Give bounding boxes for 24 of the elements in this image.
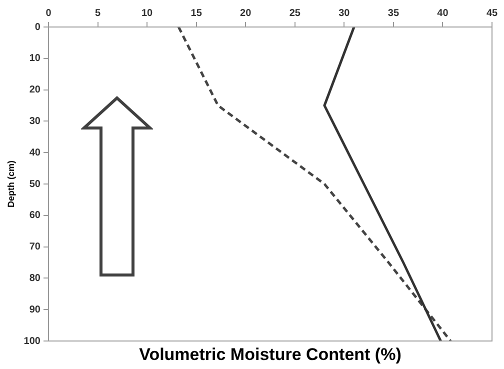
x-tick-label: 0 — [46, 8, 52, 19]
y-tick-label: 90 — [29, 304, 41, 316]
x-tick-label: 45 — [486, 8, 498, 19]
x-tick-label: 20 — [240, 8, 252, 19]
x-tick-label: 25 — [289, 8, 301, 19]
y-tick-label: 40 — [29, 147, 41, 158]
y-tick-label: 70 — [29, 242, 41, 253]
x-tick-label: 40 — [437, 8, 449, 19]
y-tick-label: 80 — [29, 272, 41, 284]
x-tick-label: 35 — [388, 8, 400, 19]
x-tick-label: 5 — [94, 8, 101, 19]
y-tick-label: 100 — [24, 336, 41, 347]
y-tick-label: 10 — [29, 53, 41, 64]
x-tick-label: 30 — [338, 8, 350, 19]
x-tick-label: 10 — [141, 8, 154, 19]
y-tick-label: 20 — [29, 84, 41, 96]
y-tick-label: 50 — [29, 178, 41, 190]
y-tick-label: 30 — [29, 116, 41, 127]
x-axis-title: Volumetric Moisture Content (%) — [139, 345, 402, 364]
y-axis-title: Depth (cm) — [6, 160, 16, 208]
y-tick-label: 0 — [34, 22, 41, 33]
x-tick-label: 15 — [190, 8, 202, 19]
y-tick-label: 60 — [29, 210, 41, 222]
line-series — [177, 27, 452, 341]
